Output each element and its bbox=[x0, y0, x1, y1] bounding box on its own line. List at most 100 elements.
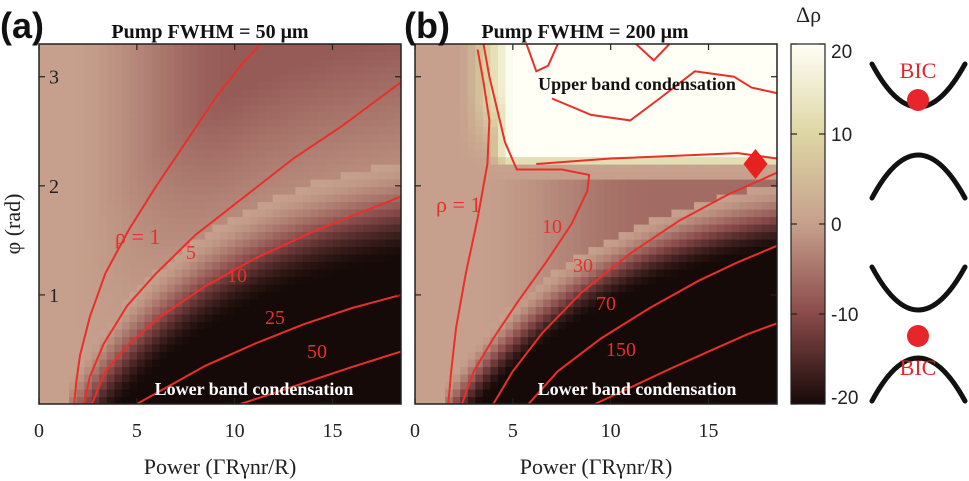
heatmap-cell bbox=[648, 81, 657, 90]
heatmap-cell bbox=[340, 231, 349, 240]
heatmap-cell bbox=[197, 164, 206, 173]
heatmap-cell bbox=[460, 239, 469, 248]
heatmap-cell bbox=[761, 374, 771, 383]
heatmap-cell bbox=[91, 179, 100, 188]
heatmap-cell bbox=[580, 299, 590, 308]
heatmap-cell bbox=[663, 336, 673, 345]
heatmap-cell bbox=[99, 96, 108, 105]
heatmap-cell bbox=[318, 299, 327, 308]
heatmap-cell bbox=[69, 336, 78, 345]
heatmap-cell bbox=[415, 201, 424, 210]
heatmap-cell bbox=[497, 344, 507, 353]
heatmap-cell bbox=[731, 276, 740, 285]
heatmap-cell bbox=[272, 231, 281, 240]
heatmap-cell bbox=[250, 44, 259, 53]
heatmap-cell bbox=[739, 201, 748, 210]
contour-line bbox=[635, 44, 671, 62]
heatmap-cell bbox=[159, 126, 168, 135]
heatmap-cell bbox=[204, 194, 214, 203]
heatmap-cell bbox=[694, 366, 703, 375]
heatmap-cell bbox=[731, 261, 740, 270]
heatmap-cell bbox=[482, 216, 492, 225]
heatmap-cell bbox=[272, 164, 281, 173]
heatmap-cell bbox=[325, 156, 334, 165]
heatmap-cell bbox=[385, 186, 395, 195]
heatmap-cell bbox=[137, 389, 146, 398]
heatmap-cell bbox=[573, 269, 582, 278]
heatmap-cell bbox=[385, 51, 395, 60]
heatmap-cell bbox=[121, 299, 131, 308]
heatmap-cell bbox=[325, 254, 334, 263]
heatmap-cell bbox=[709, 149, 718, 158]
heatmap-cell bbox=[189, 209, 198, 218]
heatmap-cell bbox=[520, 261, 529, 270]
heatmap-cell bbox=[378, 74, 387, 83]
heatmap-cell bbox=[633, 321, 642, 330]
heatmap-cell bbox=[611, 179, 620, 188]
heatmap-cell bbox=[144, 179, 153, 188]
heatmap-cell bbox=[550, 209, 559, 218]
heatmap-cell bbox=[355, 246, 364, 255]
heatmap-cell bbox=[686, 269, 695, 278]
heatmap-cell bbox=[694, 59, 703, 68]
heatmap-cell bbox=[106, 126, 116, 135]
heatmap-cell bbox=[716, 366, 725, 375]
heatmap-cell bbox=[333, 66, 342, 75]
heatmap-cell bbox=[340, 156, 349, 165]
heatmap-cell bbox=[54, 51, 63, 60]
heatmap-cell bbox=[490, 291, 499, 300]
heatmap-cell bbox=[754, 299, 763, 308]
heatmap-cell bbox=[76, 314, 85, 323]
heatmap-cell bbox=[280, 359, 289, 368]
heatmap-cell bbox=[325, 141, 334, 150]
heatmap-cell bbox=[558, 44, 567, 53]
heatmap-cell bbox=[106, 66, 116, 75]
heatmap-cell bbox=[731, 314, 740, 323]
heatmap-cell bbox=[490, 44, 499, 53]
heatmap-cell bbox=[603, 374, 612, 383]
heatmap-cell bbox=[528, 359, 537, 368]
heatmap-cell bbox=[415, 186, 424, 195]
heatmap-cell bbox=[656, 164, 665, 173]
heatmap-cell bbox=[355, 216, 364, 225]
heatmap-cell bbox=[558, 179, 567, 188]
heatmap-cell bbox=[99, 149, 108, 158]
heatmap-cell bbox=[235, 96, 244, 105]
heatmap-cell bbox=[220, 44, 229, 53]
heatmap-cell bbox=[69, 306, 78, 315]
heatmap-cell bbox=[295, 231, 304, 240]
heatmap-cell bbox=[641, 269, 650, 278]
heatmap-cell bbox=[355, 231, 364, 240]
heatmap-cell bbox=[731, 396, 740, 404]
heatmap-cell bbox=[220, 381, 229, 390]
heatmap-cell bbox=[520, 66, 529, 75]
heatmap-cell bbox=[452, 104, 461, 113]
heatmap-cell bbox=[415, 134, 424, 143]
heatmap-cell bbox=[393, 104, 401, 113]
heatmap-cell bbox=[302, 126, 312, 135]
heatmap-cell bbox=[212, 164, 221, 173]
heatmap-cell bbox=[611, 171, 620, 180]
heatmap-cell bbox=[573, 366, 582, 375]
heatmap-cell bbox=[197, 74, 206, 83]
heatmap-cell bbox=[626, 134, 635, 143]
heatmap-cell bbox=[663, 119, 673, 128]
title-a: Pump FWHM = 50 μm bbox=[111, 21, 309, 43]
heatmap-cell bbox=[565, 351, 574, 360]
heatmap-cell bbox=[580, 366, 590, 375]
heatmap-cell bbox=[121, 291, 131, 300]
x-tick-label: 5 bbox=[508, 420, 518, 442]
heatmap-cell bbox=[385, 291, 395, 300]
heatmap-cell bbox=[227, 246, 236, 255]
heatmap-cell bbox=[242, 374, 251, 383]
heatmap-cell bbox=[656, 96, 665, 105]
heatmap-cell bbox=[580, 254, 590, 263]
heatmap-cell bbox=[250, 261, 259, 270]
heatmap-cell bbox=[671, 104, 680, 113]
heatmap-cell bbox=[490, 59, 499, 68]
heatmap-cell bbox=[648, 246, 657, 255]
heatmap-cell bbox=[671, 254, 680, 263]
heatmap-cell bbox=[641, 141, 650, 150]
heatmap-cell bbox=[227, 179, 236, 188]
heatmap-cell bbox=[430, 186, 439, 195]
